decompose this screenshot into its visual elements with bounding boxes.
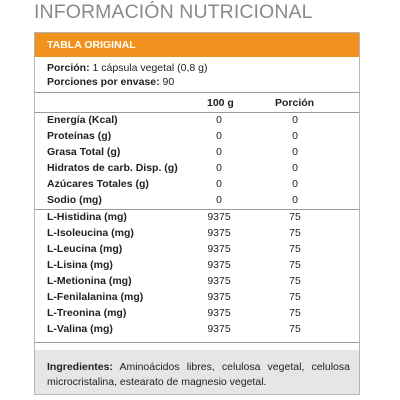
value-100g: 9375 (207, 243, 231, 255)
value-portion: 75 (289, 307, 301, 319)
ingredients-label: Ingredientes: (47, 361, 113, 373)
divider (35, 92, 359, 93)
row-label: Energía (Kcal) (47, 114, 118, 126)
table-row: L-Treonina (mg) 9375 75 (35, 307, 359, 323)
row-label: L-Fenilalanina (mg) (47, 291, 144, 303)
table-row: Proteínas (g) 0 0 (35, 130, 359, 146)
portion-value: 1 cápsula vegetal (0,8 g) (92, 62, 208, 74)
value-portion: 0 (292, 194, 298, 206)
page-title: INFORMACIÓN NUTRICIONAL (34, 1, 313, 23)
table-row: L-Lisina (mg) 9375 75 (35, 259, 359, 275)
value-portion: 0 (292, 130, 298, 142)
value-100g: 9375 (207, 291, 231, 303)
value-portion: 75 (289, 243, 301, 255)
table-row: L-Histidina (mg) 9375 75 (35, 211, 359, 227)
value-portion: 75 (289, 291, 301, 303)
value-100g: 9375 (207, 211, 231, 223)
row-label: Hidratos de carb. Disp. (g) (47, 162, 178, 174)
row-label: L-Valina (mg) (47, 323, 113, 335)
table-row: L-Metionina (mg) 9375 75 (35, 275, 359, 291)
value-portion: 75 (289, 275, 301, 287)
table-header-band: TABLA ORIGINAL (35, 33, 359, 57)
value-100g: 0 (216, 130, 222, 142)
value-100g: 9375 (207, 275, 231, 287)
row-label: L-Histidina (mg) (47, 211, 127, 223)
row-label: L-Metionina (mg) (47, 275, 132, 287)
row-label: Grasa Total (g) (47, 146, 121, 158)
value-100g: 9375 (207, 323, 231, 335)
row-label: L-Treonina (mg) (47, 307, 127, 319)
value-portion: 0 (292, 178, 298, 190)
row-label: Proteínas (g) (47, 130, 112, 142)
ingredients-box: Ingredientes: Aminoácidos libres, celulo… (35, 350, 359, 394)
table-row: L-Fenilalanina (mg) 9375 75 (35, 291, 359, 307)
value-portion: 0 (292, 162, 298, 174)
value-100g: 9375 (207, 227, 231, 239)
row-label: Azúcares Totales (g) (47, 178, 149, 190)
row-label: L-Leucina (mg) (47, 243, 123, 255)
divider (35, 112, 359, 113)
row-label: L-Lisina (mg) (47, 259, 113, 271)
servings-line: Porciones por envase: 90 (47, 75, 208, 89)
table-heading: TABLA ORIGINAL (47, 39, 136, 51)
value-portion: 75 (289, 211, 301, 223)
row-label: Sodio (mg) (47, 194, 102, 206)
portion-label: Porción: (47, 62, 90, 74)
value-100g: 9375 (207, 259, 231, 271)
value-portion: 0 (292, 114, 298, 126)
value-100g: 0 (216, 194, 222, 206)
servings-label: Porciones por envase: (47, 76, 160, 88)
value-portion: 75 (289, 227, 301, 239)
divider (35, 209, 359, 210)
value-100g: 0 (216, 146, 222, 158)
table-row: Sodio (mg) 0 0 (35, 194, 359, 210)
column-header-100g: 100 g (207, 97, 234, 109)
column-header-portion: Porción (275, 97, 315, 109)
row-label: L-Isoleucina (mg) (47, 227, 134, 239)
value-portion: 75 (289, 323, 301, 335)
value-100g: 9375 (207, 307, 231, 319)
servings-value: 90 (162, 76, 175, 88)
value-portion: 0 (292, 146, 298, 158)
table-row: Azúcares Totales (g) 0 0 (35, 178, 359, 194)
table-row: L-Isoleucina (mg) 9375 75 (35, 227, 359, 243)
table-row: L-Valina (mg) 9375 75 (35, 323, 359, 339)
value-100g: 0 (216, 114, 222, 126)
table-row: Grasa Total (g) 0 0 (35, 146, 359, 162)
divider (35, 342, 359, 343)
table-row: Energía (Kcal) 0 0 (35, 114, 359, 130)
portion-line: Porción: 1 cápsula vegetal (0,8 g) (47, 61, 208, 75)
value-portion: 75 (289, 259, 301, 271)
table-row: Hidratos de carb. Disp. (g) 0 0 (35, 162, 359, 178)
serving-info: Porción: 1 cápsula vegetal (0,8 g) Porci… (47, 61, 208, 89)
value-100g: 0 (216, 178, 222, 190)
value-100g: 0 (216, 162, 222, 174)
table-row: L-Leucina (mg) 9375 75 (35, 243, 359, 259)
ingredients-text: Aminoácidos libres, celulosa vegetal, ce… (47, 361, 350, 388)
nutrition-table: TABLA ORIGINAL Porción: 1 cápsula vegeta… (34, 32, 360, 395)
